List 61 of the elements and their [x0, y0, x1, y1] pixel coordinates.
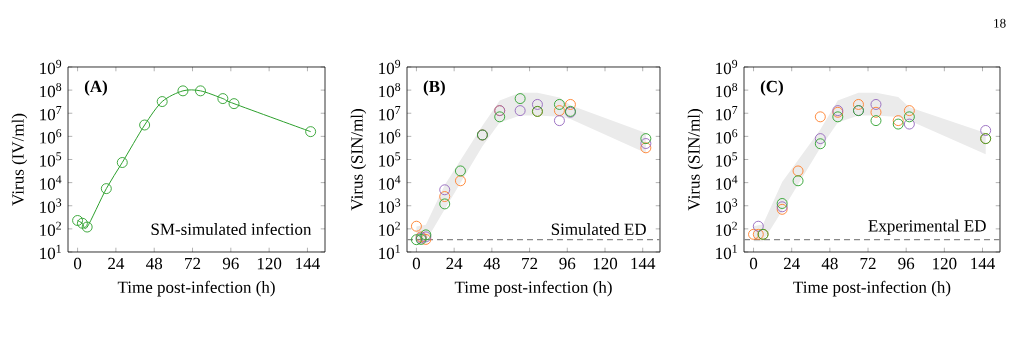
y-tick-label: 10$^{1}$	[379, 244, 400, 260]
x-tick-label: 48	[483, 257, 500, 270]
y-axis-title: Virus (IV/ml)	[11, 113, 28, 206]
x-tick-label: 0	[749, 257, 758, 270]
y-tick-label: 10$^{8}$	[379, 82, 401, 98]
y-tick-label: 10$^{3}$	[716, 198, 738, 213]
x-axis-title: Time post-infection (h)	[117, 280, 275, 297]
x-tick-label: 96	[898, 257, 915, 270]
y-tick-label: 10$^{7}$	[379, 106, 401, 121]
y-tick-label: 10$^{1}$	[716, 244, 737, 260]
x-tick-label: 24	[108, 257, 125, 270]
x-tick-label: 24	[446, 257, 463, 270]
y-tick-label: 10$^{2}$	[40, 221, 61, 237]
y-axis-title: Virus (SIN/ml)	[687, 109, 704, 211]
y-tick-label: 10$^{5}$	[40, 152, 62, 167]
y-tick-label: 10$^{7}$	[40, 106, 62, 121]
y-tick-label: 10$^{4}$	[379, 175, 401, 190]
x-tick-label: 144	[631, 257, 656, 270]
x-tick-label: 0	[73, 257, 82, 270]
y-tick-label: 10$^{5}$	[716, 152, 738, 167]
x-tick-label: 96	[559, 257, 576, 270]
x-tick-label: 144	[971, 257, 995, 270]
x-tick-label: 96	[222, 257, 239, 270]
x-tick-label: 120	[257, 257, 282, 270]
x-tick-label: 0	[412, 257, 421, 270]
x-axis-title: Time post-infection (h)	[454, 280, 612, 297]
x-tick-label: 72	[522, 257, 538, 270]
annotation: (A)	[84, 80, 107, 96]
x-tick-label: 120	[933, 257, 957, 270]
y-tick-label: 10$^{7}$	[716, 106, 738, 121]
y-tick-label: 10$^{3}$	[379, 198, 401, 213]
annotation: (C)	[760, 80, 783, 96]
x-tick-label: 48	[821, 257, 838, 270]
x-tick-label: 72	[860, 257, 876, 270]
x-tick-label: 24	[783, 257, 800, 270]
x-tick-label: 144	[296, 257, 320, 270]
y-tick-label: 10$^{4}$	[40, 175, 62, 190]
x-tick-label: 72	[185, 257, 201, 270]
y-tick-label: 10$^{5}$	[379, 152, 401, 167]
x-axis-title: Time post-infection (h)	[793, 280, 951, 297]
y-tick-label: 10$^{6}$	[379, 129, 401, 144]
y-tick-label: 10$^{2}$	[379, 221, 400, 237]
annotation: SM-simulated infection	[151, 222, 312, 236]
x-tick-label: 120	[593, 257, 618, 270]
y-tick-label: 10$^{6}$	[716, 129, 738, 144]
y-axis-title: Virus (SIN/ml)	[350, 109, 367, 211]
y-tick-label: 10$^{4}$	[716, 175, 738, 190]
y-tick-label: 10$^{1}$	[40, 244, 61, 260]
y-tick-label: 10$^{6}$	[40, 129, 62, 144]
y-tick-label: 10$^{9}$	[40, 59, 62, 75]
annotation: Simulated ED	[551, 223, 646, 236]
y-tick-label: 10$^{8}$	[716, 82, 738, 98]
text: 18	[994, 18, 1006, 28]
y-tick-label: 10$^{9}$	[716, 59, 738, 75]
x-tick-label: 48	[146, 257, 163, 270]
annotation: Experimental ED	[868, 219, 986, 236]
y-tick-label: 10$^{8}$	[40, 82, 62, 98]
annotation: (B)	[423, 80, 445, 96]
y-tick-label: 10$^{3}$	[40, 198, 62, 213]
y-tick-label: 10$^{2}$	[716, 221, 737, 237]
y-tick-label: 10$^{9}$	[379, 59, 401, 75]
